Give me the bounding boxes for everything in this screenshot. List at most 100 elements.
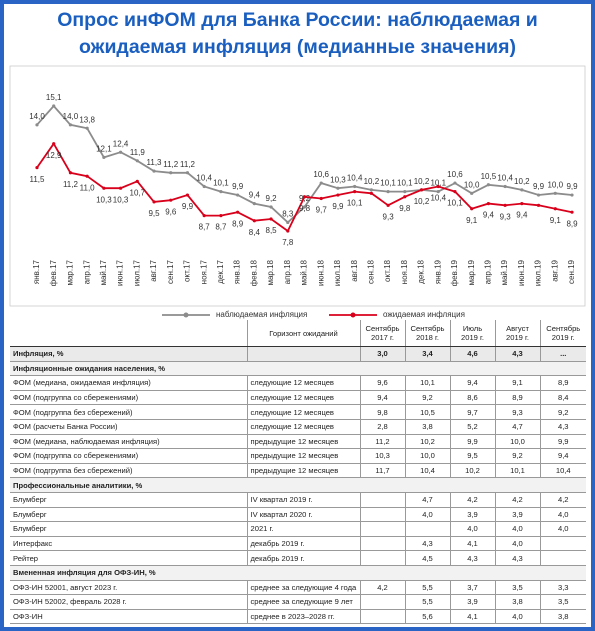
- table-cell: 9,2: [539, 404, 586, 420]
- point: [453, 181, 457, 185]
- value-label: 11,2: [163, 160, 179, 169]
- table-cell: 10,4: [404, 463, 450, 479]
- x-tick-label: апр.19: [484, 259, 493, 284]
- value-label: 10,3: [113, 195, 129, 204]
- value-label: 9,1: [466, 216, 478, 225]
- table-cell: [359, 536, 405, 552]
- point: [553, 207, 557, 211]
- table-cell: 4,3: [494, 346, 540, 362]
- value-label: 9,9: [182, 202, 194, 211]
- table-cell: 4,0: [494, 609, 540, 625]
- point: [353, 184, 357, 189]
- table-row: ФОМ (подгруппа без сбережений) следующие …: [10, 404, 586, 420]
- table-cell: [246, 346, 360, 362]
- legend-label: ожидаемая инфляция: [383, 310, 465, 319]
- value-label: 10,4: [196, 174, 212, 183]
- point: [336, 193, 340, 197]
- value-label: 12,9: [46, 151, 62, 160]
- x-tick-label: май.18: [300, 259, 309, 285]
- point: [286, 229, 290, 233]
- table-cell: 9,3: [494, 404, 540, 420]
- table-cell: 10,1: [494, 463, 540, 479]
- table-cell: Август 2019 г.: [494, 320, 540, 347]
- table-cell: ФОМ (медиана, ожидаемая инфляция): [10, 375, 247, 391]
- point: [386, 190, 390, 194]
- table-cell: 4,3: [404, 536, 450, 552]
- table-cell: IV квартал 2020 г.: [246, 507, 360, 523]
- table-cell: декабрь 2019 г.: [246, 550, 360, 566]
- point: [386, 203, 390, 207]
- point: [202, 184, 206, 189]
- table-cell: 10,3: [359, 448, 405, 464]
- value-label: 10,1: [380, 179, 396, 188]
- point: [336, 186, 340, 190]
- table-cell: ФОМ (подгруппа со сбережениями): [10, 448, 247, 464]
- table-cell: ОФЗ-ИН 52002, февраль 2028 г.: [10, 594, 247, 610]
- table-cell: ФОМ (подгруппа без сбережений): [10, 404, 247, 420]
- value-label: 9,1: [550, 216, 562, 225]
- table-cell: Рейтер: [10, 550, 247, 566]
- value-label: 10,6: [447, 170, 463, 179]
- x-tick-label: авг.18: [350, 259, 359, 281]
- point: [520, 188, 524, 192]
- table-row: Блумберг 2021 г. 4,0 4,0 4,0: [10, 521, 586, 537]
- table-cell: следующие 12 месяцев: [246, 419, 360, 435]
- point: [353, 190, 357, 194]
- point: [503, 184, 507, 189]
- chart: янв.17 фев.17 мар.17 апр.17 май.17 июн.17 июл.…: [9, 65, 586, 319]
- table-cell: ФОМ (подгруппа без сбережений): [10, 463, 247, 479]
- value-label: 9,5: [148, 209, 160, 218]
- table-row: Вмененная инфляция для ОФЗ-ИН, %: [10, 565, 586, 581]
- x-tick-label: янв.18: [233, 259, 242, 284]
- value-label: 14,0: [29, 112, 45, 121]
- table-row: ФОМ (подгруппа со сбережениями) предыдущи…: [10, 448, 586, 464]
- table-cell: ФОМ (подгруппа со сбережениями): [10, 390, 247, 406]
- x-tick-label: окт.17: [183, 259, 192, 281]
- table-cell: 4,1: [449, 536, 495, 552]
- point: [319, 181, 323, 185]
- point: [319, 196, 323, 201]
- table-row: Рейтер декабрь 2019 г. 4,5 4,3 4,3: [10, 550, 586, 566]
- x-tick-label: мар.17: [66, 259, 75, 285]
- x-tick-label: авг.17: [149, 259, 158, 281]
- table-cell: 3,5: [494, 580, 540, 596]
- point: [219, 213, 223, 218]
- point: [152, 200, 156, 204]
- value-label: 10,7: [130, 188, 146, 197]
- table-row: Блумберг IV квартал 2020 г. 4,0 3,9 3,9 4,0: [10, 507, 586, 523]
- point: [403, 190, 407, 194]
- table-cell: Сентябрь 2017 г.: [359, 320, 405, 347]
- table-cell: 3,9: [449, 507, 495, 523]
- value-label: 10,5: [481, 172, 497, 181]
- x-tick-label: май.19: [500, 259, 509, 285]
- value-label: 11,9: [130, 148, 146, 157]
- value-label: 8,4: [249, 228, 261, 237]
- table-cell: 4,6: [449, 346, 495, 362]
- value-label: 11,5: [30, 175, 46, 184]
- table-cell: 8,6: [449, 390, 495, 406]
- value-label: 7,8: [282, 238, 294, 247]
- x-tick-label: фев.19: [450, 259, 459, 286]
- point: [553, 191, 557, 195]
- point: [269, 205, 273, 209]
- table-cell: 4,7: [404, 492, 450, 508]
- point: [85, 174, 89, 178]
- value-label: 9,9: [566, 182, 578, 191]
- chart-frame: [9, 65, 586, 307]
- table-cell: 3,8: [539, 609, 586, 625]
- value-label: 10,3: [330, 175, 346, 184]
- point: [118, 186, 123, 190]
- value-label: 9,3: [500, 212, 512, 221]
- table-cell: Блумберг: [10, 492, 247, 508]
- table-cell: 10,0: [494, 434, 540, 450]
- table-cell: среднее за следующие 9 лет: [246, 594, 360, 610]
- table-cell: Интерфакс: [10, 536, 247, 552]
- table-cell: предыдущие 12 месяцев: [246, 448, 360, 464]
- value-label: 9,8: [399, 204, 411, 213]
- x-tick-label: июл.18: [333, 259, 342, 286]
- table-cell: 4,3: [494, 550, 540, 566]
- table-cell: 2021 г.: [246, 521, 360, 537]
- table-cell: 5,2: [449, 419, 495, 435]
- table-cell: 4,2: [359, 580, 405, 596]
- table-cell: ФОМ (расчеты Банка России): [10, 419, 247, 435]
